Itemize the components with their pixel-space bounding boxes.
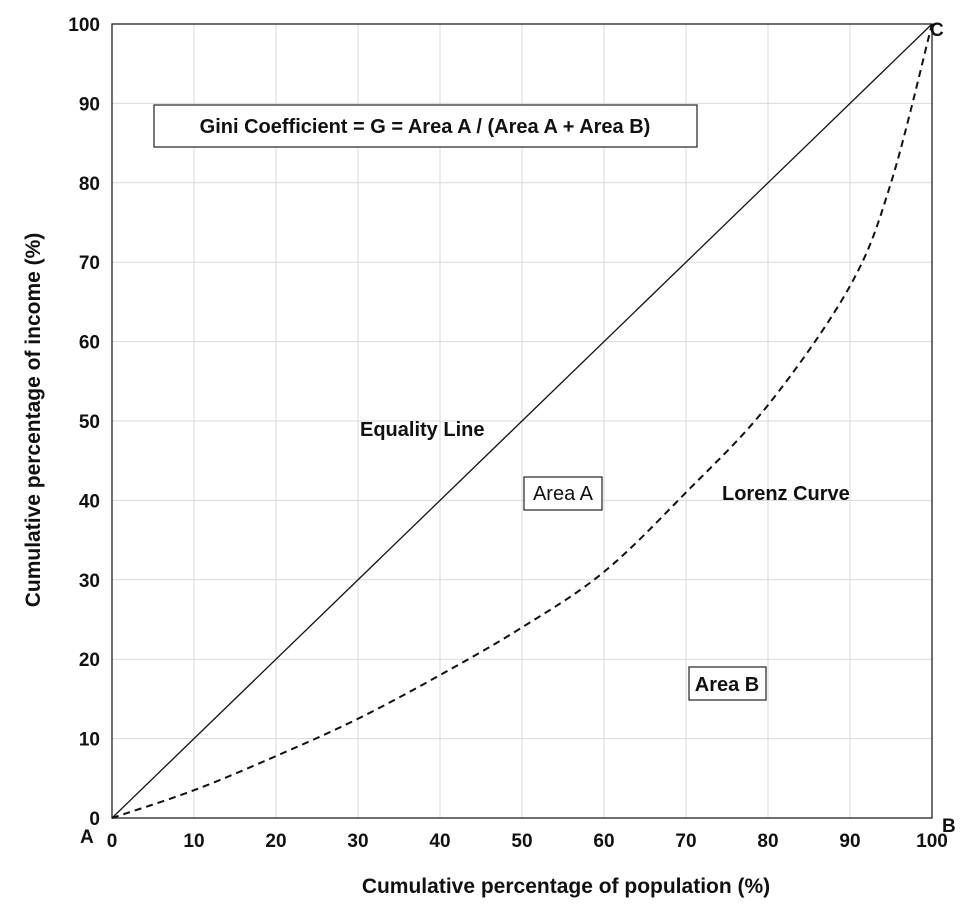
x-tick-label: 50	[511, 831, 532, 852]
corner-b-label: B	[942, 816, 956, 837]
formula-box: Gini Coefficient = G = Area A / (Area A …	[153, 104, 698, 148]
y-tick-label: 80	[79, 174, 100, 195]
x-tick-label: 60	[593, 831, 614, 852]
corner-a-label: A	[80, 827, 94, 848]
x-axis-title: Cumulative percentage of population (%)	[362, 875, 770, 898]
x-tick-label: 100	[916, 831, 948, 852]
equality-line	[111, 23, 933, 819]
area-b-box: Area B	[688, 666, 767, 701]
formula-text: Gini Coefficient = G = Area A / (Area A …	[200, 116, 651, 138]
area-a-label: Area A	[533, 483, 594, 505]
y-tick-label: 50	[79, 412, 100, 433]
y-tick-label: 70	[79, 253, 100, 274]
lorenz-curve-line	[111, 23, 933, 819]
tick-labels: 0 10 20 30 40 50 60 70 80 90 100 0 10 20 30 40 50 60 70 80 9…	[68, 15, 948, 852]
y-tick-label: 10	[79, 730, 100, 751]
lorenz-curve-label: Lorenz Curve	[722, 483, 850, 505]
area-b-label: Area B	[695, 674, 759, 696]
series	[111, 23, 933, 819]
area-a-box: Area A	[523, 476, 603, 511]
y-axis-title: Cumulative percentage of income (%)	[22, 233, 45, 608]
x-tick-label: 90	[839, 831, 860, 852]
y-tick-label: 100	[68, 15, 100, 36]
y-tick-label: 20	[79, 650, 100, 671]
y-tick-label: 60	[79, 333, 100, 354]
plot-frame	[111, 23, 933, 819]
x-tick-label: 0	[107, 831, 118, 852]
y-tick-label: 30	[79, 571, 100, 592]
x-tick-label: 80	[757, 831, 778, 852]
x-tick-label: 40	[429, 831, 450, 852]
y-tick-label: 0	[89, 809, 100, 830]
y-tick-label: 40	[79, 491, 100, 512]
x-tick-label: 70	[675, 831, 696, 852]
corner-c-label: C	[930, 20, 944, 41]
x-tick-label: 20	[265, 831, 286, 852]
x-tick-label: 10	[183, 831, 204, 852]
x-tick-label: 30	[347, 831, 368, 852]
equality-line-label: Equality Line	[360, 419, 484, 441]
y-tick-label: 90	[79, 94, 100, 115]
